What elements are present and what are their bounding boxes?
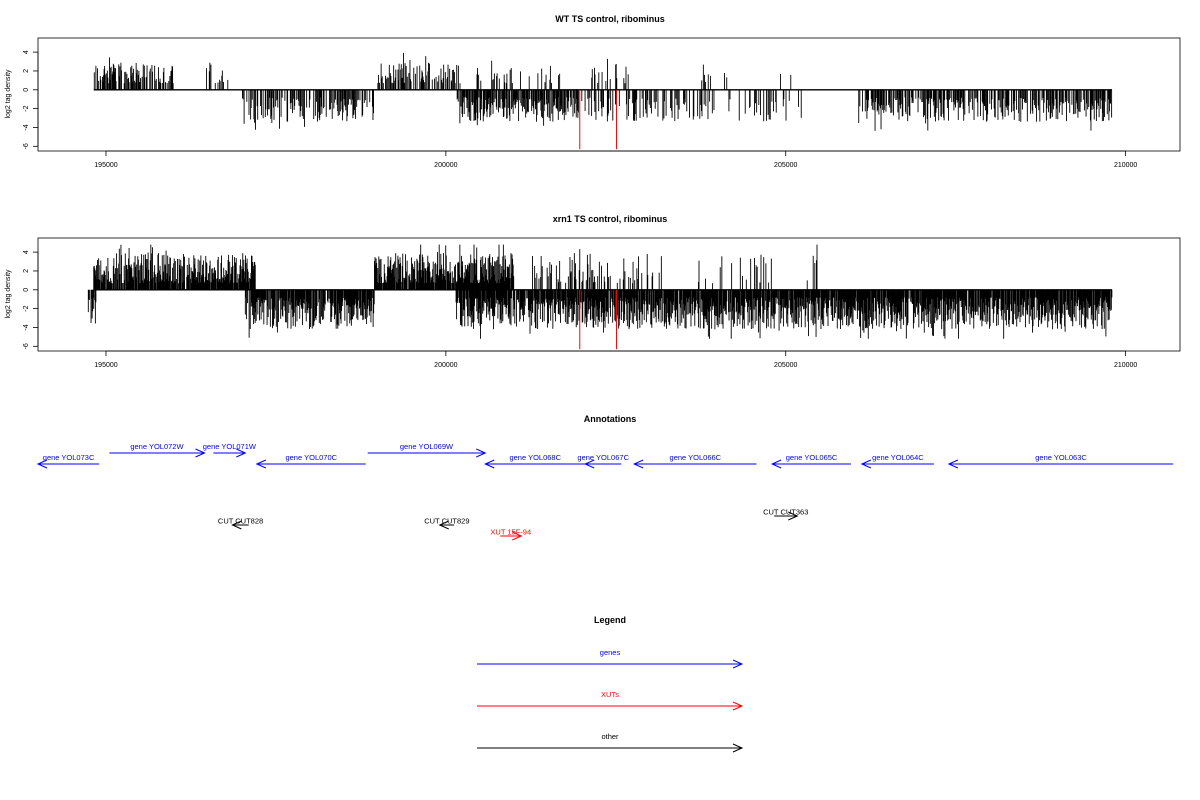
feature-arrow [500, 531, 523, 541]
x-tick-label: 205000 [774, 162, 797, 169]
arrow-head [860, 459, 872, 469]
y-tick-label: 2 [23, 69, 30, 73]
annotations-title: Annotations [584, 414, 637, 424]
x-tick-label: 195000 [94, 362, 117, 369]
arrow-head [583, 459, 595, 469]
arrow-head [36, 459, 48, 469]
x-tick-label: 210000 [1114, 162, 1137, 169]
y-tick-label: -4 [23, 124, 30, 130]
arrow-head [732, 659, 744, 669]
y-tick-label: 0 [23, 88, 30, 92]
x-tick-label: 195000 [94, 162, 117, 169]
gene-arrow [484, 459, 586, 469]
gene-label: gene YOL070C [285, 453, 337, 462]
panel-wt-bars [93, 52, 1113, 150]
y-tick-label: 4 [23, 250, 30, 254]
panel-wt-x-axis: 195000 200000 205000 210000 [94, 150, 1137, 169]
legend-arrow [477, 743, 744, 753]
arrow-head [255, 459, 267, 469]
legend-panel: Legend genes XUTs other [477, 615, 744, 753]
legend-label: other [601, 732, 619, 741]
y-tick-label: -6 [23, 343, 30, 349]
gene-label: gene YOL072W [130, 442, 184, 451]
gene-arrow [213, 448, 247, 458]
legend-items: genes XUTs other [477, 648, 744, 753]
annotation-features: CUT CUT828 CUT CUT829 XUT 15F-94 CUT CUT363 [218, 508, 808, 541]
legend-label: genes [600, 648, 621, 657]
panel-wt: WT TS control, ribominus log2 tag densit… [5, 14, 1181, 169]
y-tick-label: -6 [23, 143, 30, 149]
legend-title: Legend [594, 615, 626, 625]
gene-label: gene YOL064C [872, 453, 924, 462]
panel-xrn1-ylabel: log2 tag density [5, 269, 12, 319]
arrow-head [236, 448, 247, 458]
y-tick-label: 2 [23, 269, 30, 273]
arrow-head [732, 701, 744, 711]
legend-arrow [477, 701, 744, 711]
arrow-head [438, 520, 449, 530]
y-tick-label: -2 [23, 305, 30, 311]
x-tick-label: 205000 [774, 362, 797, 369]
y-tick-label: 0 [23, 288, 30, 292]
arrow-head [732, 743, 744, 753]
arrow-head [484, 459, 495, 469]
x-tick-label: 210000 [1114, 362, 1137, 369]
arrow-head [476, 448, 487, 458]
legend-label: XUTs [601, 690, 619, 699]
gene-label: gene YOL065C [786, 453, 838, 462]
gene-label: gene YOL069W [400, 442, 454, 451]
arrow-head [947, 459, 959, 469]
panel-xrn1: xrn1 TS control, ribominus log2 tag dens… [5, 214, 1181, 369]
gene-arrow [632, 459, 757, 469]
gene-label: gene YOL063C [1035, 453, 1087, 462]
y-tick-label: -4 [23, 324, 30, 330]
panel-wt-title: WT TS control, ribominus [555, 14, 665, 24]
x-tick-label: 200000 [434, 162, 457, 169]
arrow-head [788, 511, 799, 521]
gene-arrow [770, 459, 851, 469]
gene-arrow [36, 459, 100, 469]
gene-arrow [109, 448, 206, 458]
feature-arrow [231, 520, 249, 530]
gene-arrow [367, 448, 487, 458]
feature-label: CUT CUT829 [424, 517, 469, 526]
panel-xrn1-y-axis: 4 2 0 -2 -4 -6 [23, 250, 39, 349]
feature-label: CUT CUT828 [218, 517, 263, 526]
legend-arrow [477, 659, 744, 669]
gene-label: gene YOL067C [577, 453, 629, 462]
panel-xrn1-bars [87, 244, 1113, 350]
panel-wt-y-axis: 4 2 0 -2 -4 -6 [23, 50, 39, 149]
y-tick-label: -2 [23, 105, 30, 111]
arrow-head [195, 448, 206, 458]
annotation-genes: gene YOL073C gene YOL072W gene YOL071W gene… [36, 442, 1174, 469]
feature-label: CUT CUT363 [763, 508, 808, 517]
gene-arrow [255, 459, 366, 469]
arrow-head [512, 531, 523, 541]
gene-arrow [947, 459, 1174, 469]
panel-wt-ylabel: log2 tag density [5, 69, 12, 119]
panel-xrn1-x-axis: 195000 200000 205000 210000 [94, 350, 1137, 369]
gene-label: gene YOL073C [43, 453, 95, 462]
x-tick-label: 200000 [434, 362, 457, 369]
gene-label: gene YOL068C [509, 453, 561, 462]
panel-xrn1-title: xrn1 TS control, ribominus [553, 214, 668, 224]
arrow-head [632, 459, 644, 469]
gene-arrow [583, 459, 622, 469]
arrow-head [231, 520, 242, 530]
gene-arrow [860, 459, 934, 469]
gene-label: gene YOL071W [203, 442, 257, 451]
feature-arrow [438, 520, 455, 530]
feature-label: XUT 15F-94 [490, 528, 531, 537]
gene-label: gene YOL066C [670, 453, 722, 462]
y-tick-label: 4 [23, 50, 30, 54]
feature-arrow [774, 511, 799, 521]
arrow-head [770, 459, 782, 469]
